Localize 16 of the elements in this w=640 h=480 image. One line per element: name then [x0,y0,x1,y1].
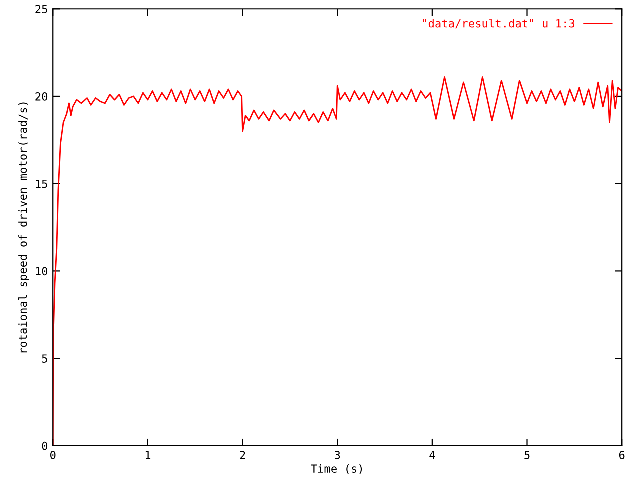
x-tick-label: 4 [430,451,436,460]
x-tick-label: 6 [619,451,625,460]
x-tick-label: 3 [335,451,340,460]
x-tick-label: 1 [146,451,151,460]
y-tick-label: 0 [42,442,48,450]
y-tick-label: 20 [36,92,48,101]
y-tick-label: 25 [36,5,48,14]
x-tick-label: 0 [50,451,56,460]
x-tick-label: 5 [524,451,530,460]
y-tick-label: 15 [36,180,48,188]
x-tick-label: 2 [240,451,246,460]
y-tick-label: 10 [36,267,48,276]
y-axis-title: rotaional speed of driven motor(rad/s) [18,102,30,353]
y-tick-label: 5 [42,354,48,363]
legend-label: "data/result.dat" u 1:3 [423,19,575,29]
x-axis-title: Time (s) [311,464,362,474]
